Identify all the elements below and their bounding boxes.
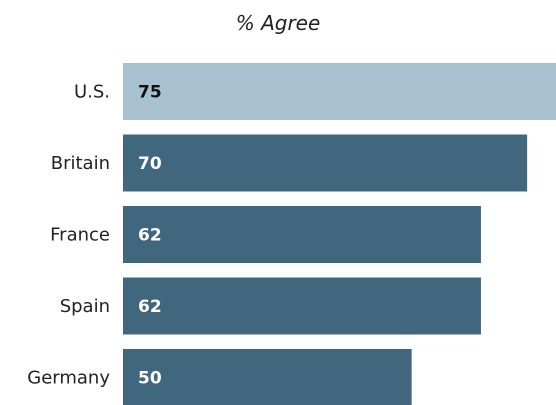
bar-germany bbox=[123, 349, 412, 405]
bar-spain bbox=[123, 277, 481, 335]
bar-britain bbox=[123, 134, 528, 192]
value-label: 75 bbox=[138, 83, 162, 103]
value-label: 62 bbox=[138, 226, 162, 246]
value-label: 62 bbox=[138, 297, 162, 317]
category-label: France bbox=[50, 225, 110, 246]
bar-france bbox=[123, 206, 481, 263]
value-label: 70 bbox=[138, 154, 162, 174]
category-label: U.S. bbox=[74, 82, 110, 103]
category-label: Germany bbox=[27, 368, 110, 389]
bar-us bbox=[123, 63, 556, 120]
value-label: 50 bbox=[138, 369, 162, 389]
bars-group: U.S. 75 Britain 70 France 62 Spain 62 Germany 50 bbox=[27, 63, 556, 405]
category-label: Britain bbox=[51, 153, 110, 174]
chart-subtitle: % Agree bbox=[236, 11, 321, 35]
category-label: Spain bbox=[60, 296, 110, 317]
